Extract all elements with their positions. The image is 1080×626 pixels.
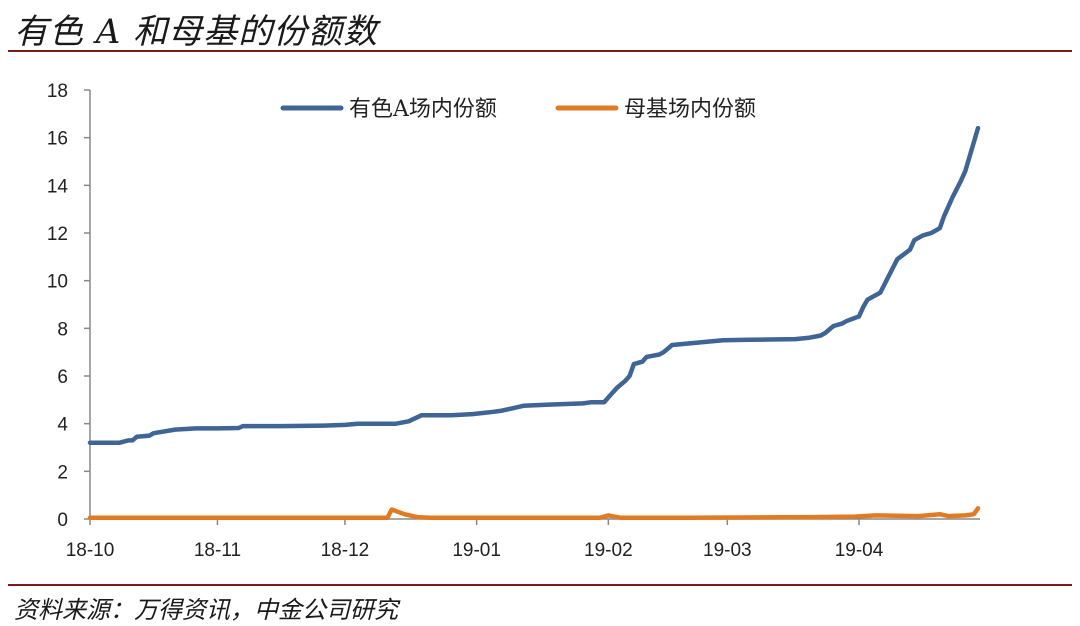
source-note: 资料来源：万得资讯，中金公司研究 (14, 596, 398, 624)
chart-lines (87, 125, 981, 521)
x-tick-label: 19-03 (703, 540, 752, 561)
x-tick-label: 19-04 (835, 540, 884, 561)
y-tick-label: 6 (57, 367, 68, 388)
y-tick-label: 16 (47, 129, 68, 150)
y-tick-label: 10 (47, 272, 68, 293)
page-title: 有色 A 和母基的份额数 (14, 12, 379, 52)
chart-legend: 有色A场内份额 母基场内份额 (280, 97, 756, 122)
x-tick-label: 19-01 (452, 540, 501, 561)
chart-axes: 0 2 4 6 8 10 12 14 16 18 18-10 18-11 18-12 19-01 19-02… (47, 81, 980, 561)
y-tick-label: 0 (57, 510, 68, 531)
series-line-2 (87, 506, 981, 521)
y-tick-label: 8 (57, 319, 68, 340)
x-tick-label: 18-12 (321, 540, 370, 561)
header-divider (8, 50, 1072, 52)
y-tick-label: 2 (57, 462, 68, 483)
legend-label-2: 母基场内份额 (624, 97, 756, 122)
legend-label-1: 有色A场内份额 (349, 97, 497, 122)
series-line-1 (87, 125, 981, 445)
y-tick-label: 4 (57, 415, 68, 436)
y-tick-label: 12 (47, 224, 68, 245)
footer-divider (8, 584, 1072, 586)
x-tick-label: 19-02 (584, 540, 633, 561)
x-tick-label: 18-10 (66, 540, 115, 561)
x-tick-label: 18-11 (194, 540, 241, 561)
y-tick-label: 18 (47, 81, 68, 102)
y-tick-label: 14 (47, 176, 69, 197)
